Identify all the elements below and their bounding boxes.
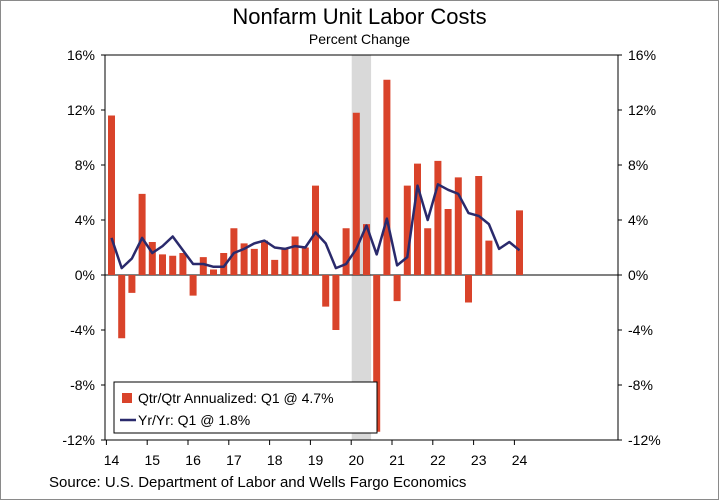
y-tick-label-left: 4% [75, 212, 95, 228]
x-tick-label: 20 [349, 452, 365, 468]
y-tick-label-right: 12% [628, 102, 656, 118]
chart-source: Source: U.S. Department of Labor and Wel… [49, 474, 467, 491]
bar-qtr-qtr [148, 242, 156, 275]
bar-qtr-qtr [342, 228, 350, 275]
bar-qtr-qtr [475, 176, 483, 275]
y-tick-label-right: 0% [628, 267, 648, 283]
bar-qtr-qtr [159, 254, 166, 275]
x-tick-label: 14 [104, 452, 120, 468]
bar-qtr-qtr [363, 224, 370, 275]
bar-qtr-qtr [414, 163, 421, 275]
bar-qtr-qtr [373, 275, 381, 432]
bar-qtr-qtr [301, 247, 309, 275]
bar-qtr-qtr [454, 177, 462, 275]
bar-qtr-qtr [169, 255, 177, 275]
y-tick-label-left: 12% [67, 102, 95, 118]
legend-box [113, 381, 378, 434]
bar-qtr-qtr [189, 275, 197, 296]
bar-qtr-qtr [393, 275, 401, 302]
x-tick-label: 22 [430, 452, 446, 468]
bar-qtr-qtr [128, 275, 136, 293]
bar-qtr-qtr [261, 240, 268, 275]
x-tick-label: 18 [267, 452, 283, 468]
bar-qtr-qtr [250, 248, 258, 275]
bar-qtr-qtr [485, 240, 493, 275]
bar-qtr-qtr [230, 228, 238, 275]
bar-qtr-qtr [352, 112, 360, 275]
x-tick-label: 21 [389, 452, 405, 468]
bar-qtr-qtr [312, 185, 319, 275]
chart-subtitle: Percent Change [308, 31, 411, 47]
x-tick-label: 17 [226, 452, 242, 468]
bar-qtr-qtr [220, 253, 228, 275]
bar-qtr-qtr [138, 193, 146, 275]
bar-qtr-qtr [108, 115, 115, 275]
bar-qtr-qtr [210, 269, 217, 275]
bar-qtr-qtr [516, 210, 523, 275]
y-tick-label-left: -12% [62, 432, 95, 448]
x-tick-label: 15 [145, 452, 161, 468]
y-tick-label-right: -8% [628, 377, 653, 393]
x-tick-label: 16 [185, 452, 201, 468]
legend-line-label: Yr/Yr: Q1 @ 1.8% [138, 412, 250, 428]
legend-bar-swatch [122, 393, 132, 403]
y-tick-label-right: -4% [628, 322, 653, 338]
bar-qtr-qtr [465, 275, 472, 303]
bar-qtr-qtr [383, 79, 391, 275]
bar-qtr-qtr [240, 243, 248, 275]
bar-qtr-qtr [199, 257, 207, 275]
y-tick-label-left: 0% [75, 267, 95, 283]
chart-svg: 16% 16% 12% 12% 8% 8% 4% 4% 0% 0% -4% -4% -8% -8% -12%… [62, 47, 661, 468]
bar-qtr-qtr [424, 228, 432, 275]
bar-qtr-qtr [118, 275, 126, 339]
x-tick-label: 23 [471, 452, 487, 468]
bar-qtr-qtr [403, 185, 411, 275]
y-tick-label-left: 16% [67, 47, 95, 63]
y-tick-label-right: -12% [628, 432, 661, 448]
bar-qtr-qtr [271, 259, 279, 275]
y-tick-label-right: 16% [628, 47, 656, 63]
x-tick-label: 19 [308, 452, 324, 468]
plot-area-border [104, 54, 619, 441]
chart-title: Nonfarm Unit Labor Costs [232, 4, 487, 29]
bar-qtr-qtr [444, 209, 452, 275]
bar-qtr-qtr [332, 275, 340, 330]
y-tick-label-left: 8% [75, 157, 95, 173]
y-tick-label-left: -8% [70, 377, 95, 393]
bar-qtr-qtr [291, 236, 299, 275]
x-tick-label: 24 [512, 452, 528, 468]
y-tick-label-right: 8% [628, 157, 648, 173]
y-tick-label-right: 4% [628, 212, 648, 228]
bar-qtr-qtr [179, 253, 187, 275]
y-tick-label-left: -4% [70, 322, 95, 338]
bar-qtr-qtr [434, 160, 442, 275]
bar-qtr-qtr [322, 275, 330, 307]
bar-qtr-qtr [281, 247, 289, 275]
line-yr-yr [110, 183, 521, 270]
legend-bar-label: Qtr/Qtr Annualized: Q1 @ 4.7% [138, 390, 334, 406]
